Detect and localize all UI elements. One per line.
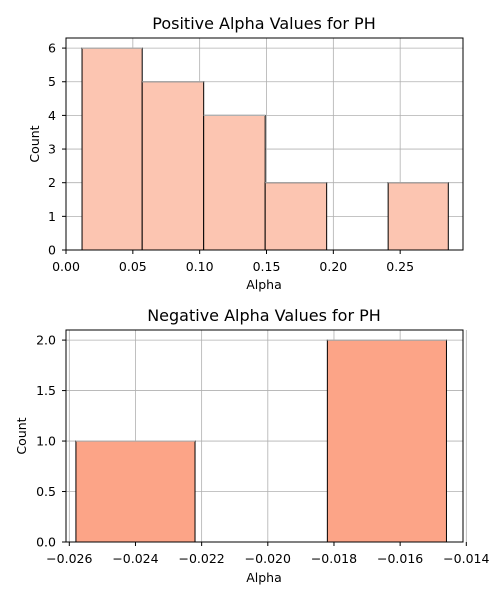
axes-frame	[65, 329, 464, 543]
x-axis-label: Alpha	[246, 277, 282, 292]
x-tick-label: −0.026	[46, 551, 92, 566]
y-tick-label: 1	[48, 209, 56, 224]
x-tick-label: −0.016	[377, 551, 423, 566]
histogram-bar	[264, 182, 328, 251]
chart-title: Negative Alpha Values for PH	[147, 306, 381, 325]
y-tick-label: 1.5	[36, 383, 56, 398]
x-tick-label: 0.10	[186, 259, 214, 274]
x-tick-label: 0.00	[52, 259, 80, 274]
x-tick-label: −0.022	[179, 551, 225, 566]
y-tick-label: 0.0	[36, 535, 56, 550]
chart-title: Positive Alpha Values for PH	[152, 14, 375, 33]
x-tick-label: −0.018	[311, 551, 357, 566]
x-tick-label: −0.014	[443, 551, 489, 566]
y-tick-label: 0.5	[36, 484, 56, 499]
negative-alpha-histogram: Negative Alpha Values for PH Alpha Count…	[14, 306, 489, 585]
histogram-bar	[141, 81, 205, 251]
y-axis-label: Count	[14, 417, 29, 454]
y-tick-label: 5	[48, 74, 56, 89]
histogram-bar	[387, 182, 449, 251]
y-tick-label: 2	[48, 175, 56, 190]
x-axis-label: Alpha	[246, 570, 282, 585]
y-tick-label: 3	[48, 142, 56, 157]
histogram-bar	[326, 339, 447, 543]
histogram-bar	[203, 114, 266, 251]
y-axis-label: Count	[27, 125, 42, 162]
ticks: 0.00 0.05 0.10 0.15 0.20 0.25 0 1 2 3 4 5 6	[48, 41, 414, 274]
bars	[75, 339, 447, 543]
histogram-bar	[75, 440, 196, 543]
y-tick-label: 6	[48, 41, 56, 56]
y-tick-label: 2.0	[36, 333, 56, 348]
x-tick-label: 0.25	[386, 259, 414, 274]
x-tick-label: −0.024	[112, 551, 158, 566]
x-tick-label: 0.15	[253, 259, 281, 274]
ticks: −0.026 −0.024 −0.022 −0.020 −0.018 −0.016 −0.0…	[36, 333, 489, 566]
y-tick-label: 1.0	[36, 434, 56, 449]
x-tick-label: −0.020	[245, 551, 291, 566]
bars	[81, 47, 449, 251]
histogram-bar	[81, 47, 143, 251]
x-tick-label: 0.20	[319, 259, 347, 274]
y-tick-label: 0	[48, 243, 56, 258]
axes-frame	[65, 37, 464, 251]
positive-alpha-histogram: Positive Alpha Values for PH Alpha Count…	[27, 14, 464, 292]
y-tick-label: 4	[48, 108, 56, 123]
x-tick-label: 0.05	[119, 259, 147, 274]
